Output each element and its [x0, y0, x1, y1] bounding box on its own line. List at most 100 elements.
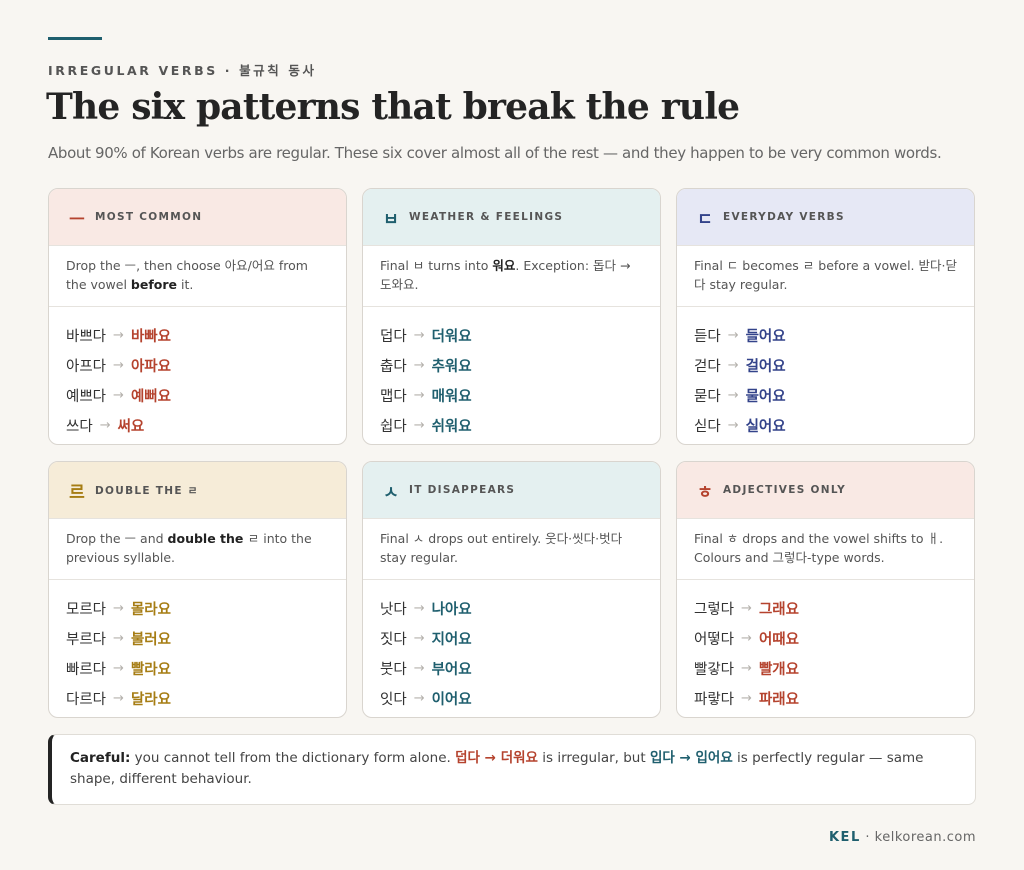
desc-segment: 워요: [492, 258, 516, 273]
conjugated-form: 매워요: [431, 388, 472, 405]
example-row: 싣다 → 실어요: [694, 410, 974, 440]
example-row: 부르다 → 불러요: [66, 623, 346, 653]
conjugated-form: 쉬워요: [431, 418, 472, 435]
example-list: 그렇다 → 그래요 어떻다 → 어때요 빨갛다 → 빨개요 파랗다 → 파래요: [677, 580, 974, 713]
example-row: 춥다 → 추워요: [380, 350, 660, 380]
card-description: Final ㄷ becomes ㄹ before a vowel. 받다·닫다 …: [677, 246, 974, 307]
example-list: 낫다 → 나아요 짓다 → 지어요 붓다 → 부어요 잇다 → 이어요: [363, 580, 660, 713]
callout-regular-example: 입다 → 입어요: [649, 750, 733, 766]
desc-segment: turns into: [424, 258, 493, 273]
arrow-icon: →: [741, 630, 752, 646]
conjugated-form: 아파요: [130, 358, 171, 375]
card-description: Final ㅂ turns into 워요. Exception: 돕다 → 도…: [363, 246, 660, 307]
example-row: 아프다 → 아파요: [66, 350, 346, 380]
card-label: WEATHER & FEELINGS: [409, 211, 564, 223]
card-description: Final ㅅ drops out entirely. 웃다·씻다·벗다 sta…: [363, 519, 660, 580]
desc-segment: Final: [694, 258, 727, 273]
desc-segment: ㄷ: [726, 258, 739, 273]
dictionary-form: 묻다: [694, 388, 721, 405]
desc-segment: Final: [380, 531, 413, 546]
conjugated-form: 빨라요: [130, 661, 171, 678]
dictionary-form: 덥다: [380, 328, 407, 345]
page-subtitle: About 90% of Korean verbs are regular. T…: [48, 144, 942, 162]
dictionary-form: 아프다: [66, 358, 107, 375]
conjugated-form: 지어요: [431, 631, 472, 648]
dictionary-form: 쉽다: [380, 418, 407, 435]
desc-segment: drops out entirely. 웃다·씻다·벗다 stay regula…: [380, 531, 623, 565]
arrow-icon: →: [113, 600, 124, 616]
example-row: 걷다 → 걸어요: [694, 350, 974, 380]
dictionary-form: 붓다: [380, 661, 407, 678]
example-row: 쓰다 → 써요: [66, 410, 346, 440]
conjugated-form: 달라요: [130, 691, 171, 708]
arrow-icon: →: [727, 387, 739, 403]
card-label: IT DISAPPEARS: [409, 484, 516, 496]
dictionary-form: 어떻다: [694, 631, 735, 648]
arrow-icon: →: [741, 690, 752, 706]
dictionary-form: 빠르다: [66, 661, 107, 678]
dictionary-form: 파랗다: [694, 691, 735, 708]
arrow-icon: →: [413, 600, 425, 616]
conjugated-form: 들어요: [745, 328, 786, 345]
callout-text: you cannot tell from the dictionary form…: [130, 750, 456, 766]
desc-segment: before a vowel. 받다·닫다 stay regular.: [694, 258, 957, 292]
pattern-card: ㅡ MOST COMMON Drop the ㅡ, then choose 아요…: [48, 188, 347, 445]
dictionary-form: 그렇다: [694, 601, 735, 618]
desc-segment: ㅂ: [412, 258, 425, 273]
arrow-icon: →: [413, 387, 425, 403]
desc-segment: double the: [167, 531, 248, 546]
dictionary-form: 부르다: [66, 631, 107, 648]
conjugated-form: 바빠요: [130, 328, 171, 345]
conjugated-form: 부어요: [431, 661, 472, 678]
arrow-icon: →: [113, 387, 124, 403]
conjugated-form: 어때요: [758, 631, 799, 648]
desc-segment: , then choose 아요/어요 from the vowel: [66, 258, 308, 292]
example-row: 잇다 → 이어요: [380, 683, 660, 713]
desc-segment: and: [136, 531, 168, 546]
bieup-icon: ㅂ: [383, 209, 399, 230]
footer-brand: KEL: [828, 830, 861, 845]
arrow-icon: →: [413, 357, 425, 373]
conjugated-form: 걸어요: [745, 358, 786, 375]
desc-segment: it.: [177, 277, 194, 292]
footer-site-link[interactable]: kelkorean.com: [874, 830, 976, 845]
card-label: MOST COMMON: [95, 211, 203, 223]
desc-segment: . Exception: 돕다 → 도와요.: [380, 258, 631, 292]
example-list: 덥다 → 더워요 춥다 → 추워요 맵다 → 매워요 쉽다 → 쉬워요: [363, 307, 660, 440]
example-row: 어떻다 → 어때요: [694, 623, 974, 653]
example-row: 묻다 → 물어요: [694, 380, 974, 410]
dictionary-form: 낫다: [380, 601, 407, 618]
arrow-icon: →: [413, 690, 425, 706]
digeut-icon: ㄷ: [697, 209, 713, 230]
desc-segment: Drop the: [66, 258, 125, 273]
example-row: 그렇다 → 그래요: [694, 593, 974, 623]
example-list: 모르다 → 몰라요 부르다 → 불러요 빠르다 → 빨라요 다르다 → 달라요: [49, 580, 346, 713]
arrow-icon: →: [99, 417, 111, 433]
page-title: The six patterns that break the rule: [46, 86, 740, 128]
reu-icon: 르: [69, 482, 85, 503]
dictionary-form: 짓다: [380, 631, 407, 648]
arrow-icon: →: [413, 327, 425, 343]
example-list: 바쁘다 → 바빠요 아프다 → 아파요 예쁘다 → 예뻐요 쓰다 → 써요: [49, 307, 346, 440]
card-description: Drop the ㅡ, then choose 아요/어요 from the v…: [49, 246, 346, 307]
arrow-icon: →: [113, 357, 124, 373]
conjugated-form: 이어요: [431, 691, 472, 708]
accent-line: [48, 37, 102, 40]
arrow-icon: →: [741, 600, 752, 616]
example-row: 낫다 → 나아요: [380, 593, 660, 623]
conjugated-form: 빨개요: [758, 661, 799, 678]
conjugated-form: 그래요: [758, 601, 799, 618]
arrow-icon: →: [113, 630, 124, 646]
desc-segment: ㄹ: [802, 258, 815, 273]
conjugated-form: 물어요: [745, 388, 786, 405]
dictionary-form: 다르다: [66, 691, 107, 708]
arrow-icon: →: [727, 357, 739, 373]
example-row: 다르다 → 달라요: [66, 683, 346, 713]
arrow-icon: →: [113, 327, 124, 343]
pattern-grid: ㅡ MOST COMMON Drop the ㅡ, then choose 아요…: [48, 188, 976, 718]
desc-segment: becomes: [738, 258, 803, 273]
example-row: 빠르다 → 빨라요: [66, 653, 346, 683]
desc-segment: into the previous syllable.: [66, 531, 312, 565]
desc-segment: Drop the: [66, 531, 125, 546]
example-row: 모르다 → 몰라요: [66, 593, 346, 623]
